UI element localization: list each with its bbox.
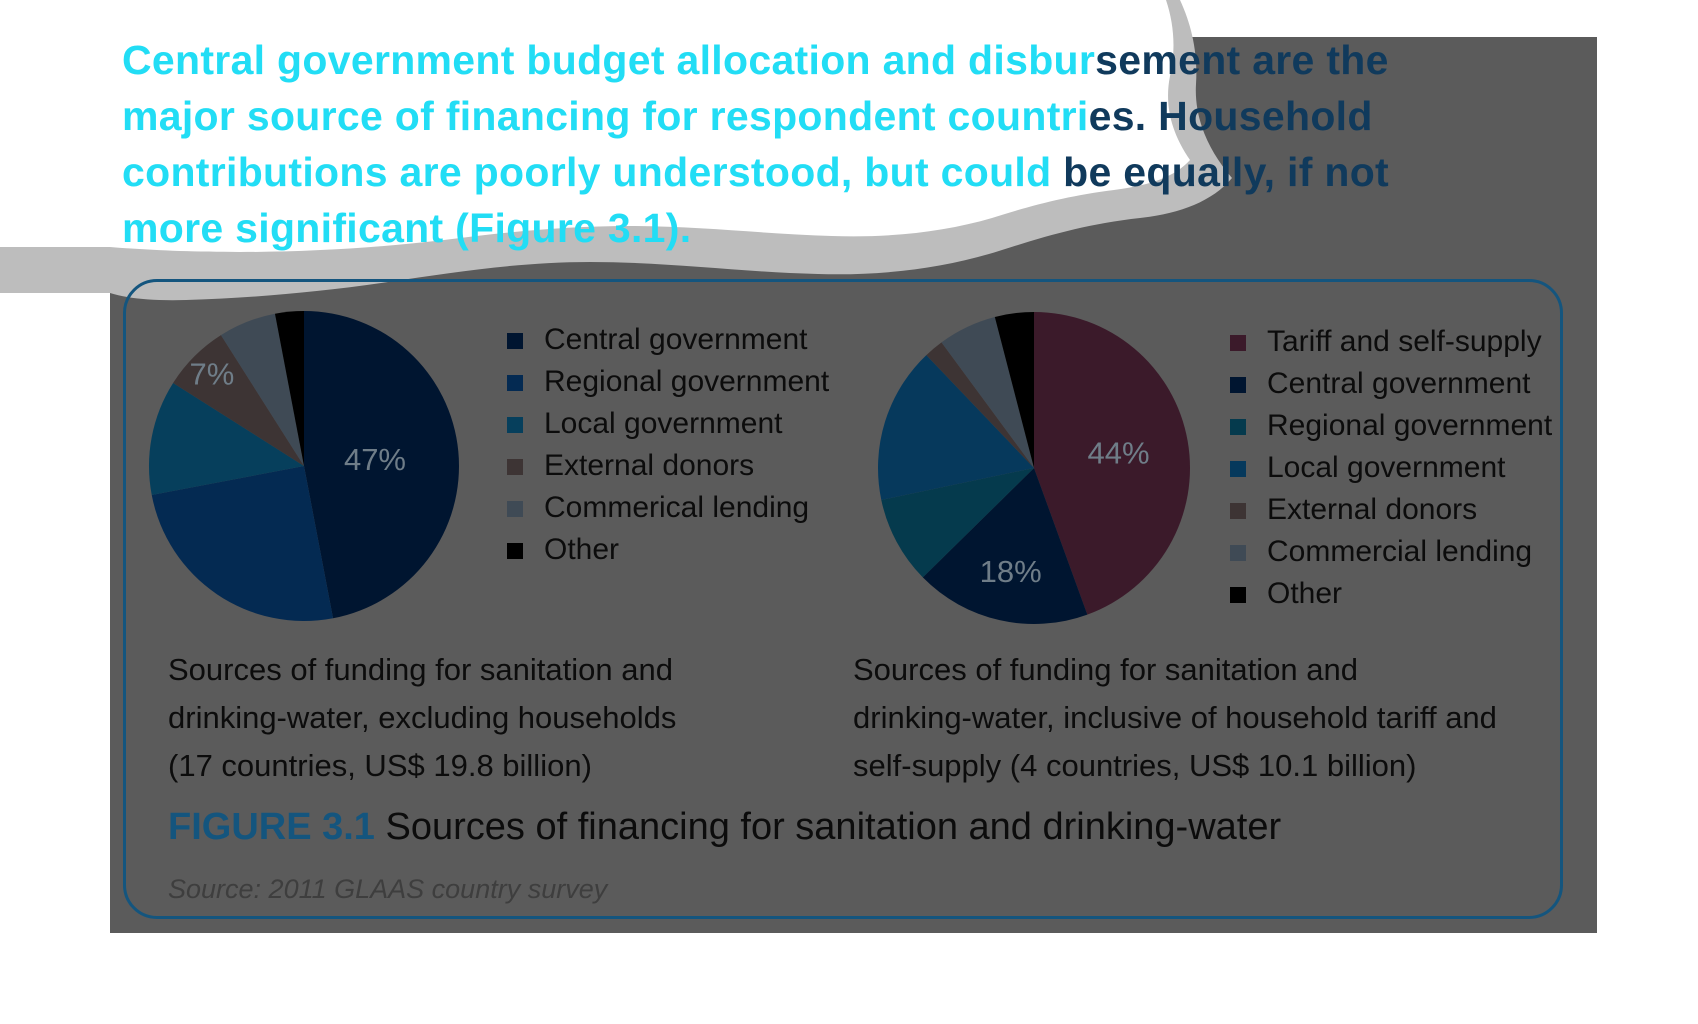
legend-entry-central-government: Central government <box>507 323 829 365</box>
legend-entry-regional-government: Regional government <box>1230 409 1552 451</box>
pie-data-label-central-government: 47% <box>344 442 406 477</box>
headline-line-1: Central government budget allocation and… <box>122 37 1096 83</box>
legend-label: External donors <box>544 449 755 482</box>
legend-swatch <box>507 375 523 391</box>
legend-entry-local-government: Local government <box>1230 451 1552 493</box>
pie-slice-regional-government <box>881 468 1034 578</box>
headline-line-3: contributions are poorly understood, but… <box>122 149 1064 195</box>
pie-slice-other <box>274 311 304 466</box>
legend-entry-commerical-lending: Commerical lending <box>507 491 829 533</box>
legend-swatch <box>507 333 523 349</box>
legend-entry-local-government: Local government <box>507 407 829 449</box>
legend-label: Commerical lending <box>544 491 810 524</box>
headline: Central government budget allocation and… <box>122 32 1542 256</box>
pie-slice-regional-government <box>151 466 334 621</box>
legend-label: Other <box>544 533 620 566</box>
figure-frame <box>123 279 1563 919</box>
pie-data-label-central-government: 18% <box>980 554 1042 589</box>
pie-slice-central-government <box>304 311 459 619</box>
legend-label: Regional government <box>1267 409 1553 442</box>
legend-entry-other: Other <box>507 533 829 575</box>
legend-swatch <box>1230 461 1246 477</box>
pie-slice-commercial-lending <box>941 317 1034 468</box>
legend-swatch <box>1230 377 1246 393</box>
legend-entry-commercial-lending: Commercial lending <box>1230 535 1552 577</box>
legend-label: External donors <box>1267 493 1478 526</box>
legend-label: Tariff and self-supply <box>1267 325 1542 358</box>
caption-line-2: drinking-water, excluding households <box>168 700 677 735</box>
legend-entry-external-donors: External donors <box>507 449 829 491</box>
caption-excluding-households: Sources of funding for sanitation and dri… <box>168 646 788 790</box>
legend-swatch <box>1230 335 1246 351</box>
legend-swatch <box>1230 503 1246 519</box>
legend-swatch <box>507 459 523 475</box>
legend-label: Central government <box>1267 367 1531 400</box>
legend-swatch <box>507 417 523 433</box>
legend-swatch <box>507 543 523 559</box>
torn-paper-edge <box>0 0 1190 252</box>
legend-entry-tariff-and-self-supply: Tariff and self-supply <box>1230 325 1552 367</box>
caption-line-2: drinking-water, inclusive of household t… <box>853 700 1497 735</box>
legend-excluding-households: Central government Regional government Loc… <box>507 323 829 575</box>
legend-swatch <box>1230 587 1246 603</box>
caption-line-1: Sources of funding for sanitation and <box>853 652 1358 687</box>
figure-source: Source: 2011 GLAAS country survey <box>168 874 608 904</box>
pie-slice-other <box>994 312 1034 468</box>
headline-line-1-shaded: sement are the <box>1095 37 1389 83</box>
pie-slice-commerical-lending <box>220 313 304 466</box>
caption-inclusive-households: Sources of funding for sanitation and dri… <box>853 646 1593 790</box>
pie-data-label-external-donors: 7% <box>190 356 235 391</box>
figure-title-text: Sources of financing for sanitation and … <box>385 806 1282 848</box>
pie-slice-external-donors <box>926 342 1034 468</box>
pie-slice-central-government <box>922 468 1088 624</box>
pie-data-label-tariff-and-self-supply: 44% <box>1087 436 1149 471</box>
legend-label: Commercial lending <box>1267 535 1533 568</box>
headline-line-2: major source of financing for respondent… <box>122 93 1089 139</box>
headline-line-4: more significant (Figure 3.1). <box>122 205 692 251</box>
pie-slice-tariff-and-self-supply <box>1034 312 1190 615</box>
caption-line-3: (17 countries, US$ 19.8 billion) <box>168 748 592 783</box>
legend-label: Local government <box>1267 451 1506 484</box>
legend-entry-regional-government: Regional government <box>507 365 829 407</box>
pie-chart-excluding-households: 47% 7% <box>149 311 459 621</box>
legend-label: Central government <box>544 323 808 356</box>
legend-swatch <box>1230 419 1246 435</box>
headline-line-2-shaded: es. Household <box>1088 93 1373 139</box>
legend-inclusive-households: Tariff and self-supply Central government… <box>1230 325 1552 619</box>
headline-line-3-shaded: be equally, if not <box>1063 149 1389 195</box>
legend-label: Local government <box>544 407 783 440</box>
legend-entry-other: Other <box>1230 577 1552 619</box>
legend-entry-central-government: Central government <box>1230 367 1552 409</box>
pie-chart-inclusive-households: 44% 18% <box>878 312 1190 624</box>
caption-line-3: self-supply (4 countries, US$ 10.1 billi… <box>853 748 1417 783</box>
legend-label: Other <box>1267 577 1343 610</box>
legend-label: Regional government <box>544 365 830 398</box>
pie-slice-local-government <box>149 382 304 496</box>
legend-swatch <box>507 501 523 517</box>
figure-number: FIGURE 3.1 <box>168 806 375 848</box>
legend-swatch <box>1230 545 1246 561</box>
legend-entry-external-donors: External donors <box>1230 493 1552 535</box>
pie-slice-local-government <box>878 355 1034 500</box>
caption-line-1: Sources of funding for sanitation and <box>168 652 673 687</box>
pie-slice-external-donors <box>173 335 304 466</box>
figure-caption-title: FIGURE 3.1 Sources of financing for sani… <box>168 802 1281 852</box>
